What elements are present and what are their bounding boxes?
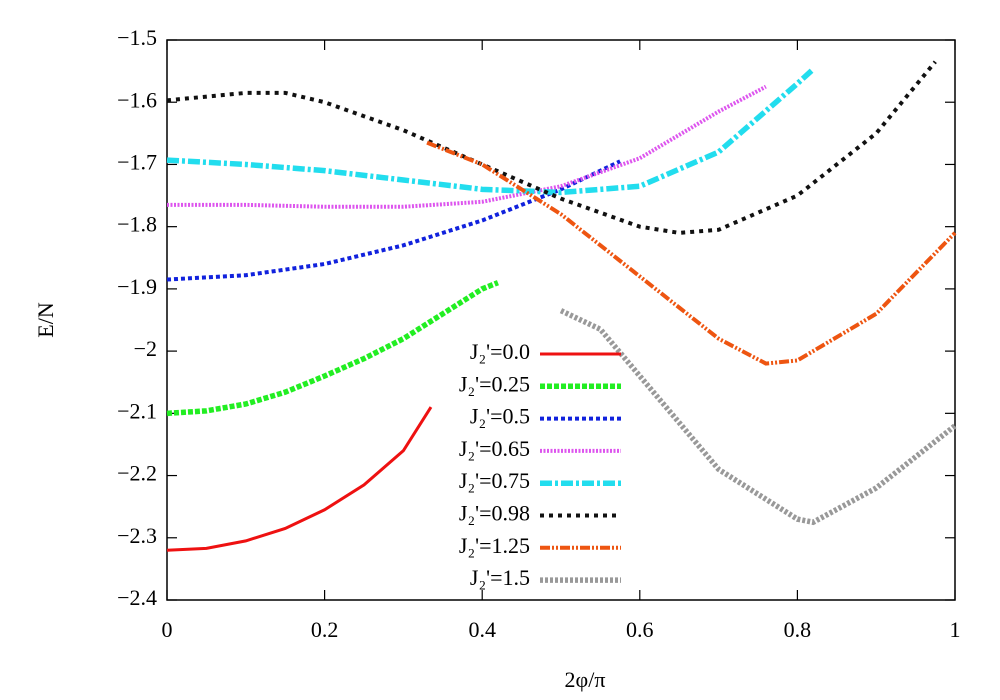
legend-label: J₂'=0.98 [459, 501, 530, 526]
y-tick-label: −2.4 [117, 585, 157, 610]
legend-label: J₂'=0.75 [459, 468, 530, 493]
x-axis-label: 2φ/π [565, 667, 606, 692]
plot-frame [166, 39, 956, 601]
series-line [166, 159, 621, 282]
series-line [166, 280, 499, 417]
y-tick-label: −2 [134, 336, 157, 361]
series-line [166, 60, 937, 235]
x-tick-label: 0.4 [468, 617, 496, 642]
y-tick-label: −1.8 [117, 212, 157, 237]
x-tick-label: 0.6 [626, 617, 654, 642]
series-line [559, 308, 957, 526]
series-line [166, 406, 433, 552]
x-tick-label: 0.2 [311, 617, 339, 642]
legend-label: J₂'=0.5 [470, 404, 530, 429]
y-tick-label: −2.1 [117, 398, 157, 423]
series-line [167, 84, 767, 209]
y-tick-label: −1.6 [117, 87, 157, 112]
x-tick-label: 0 [162, 617, 173, 642]
legend-label: J₂'=1.5 [470, 565, 530, 590]
x-tick-label: 0.8 [784, 617, 812, 642]
x-tick-label: 1 [950, 617, 961, 642]
y-axis-label: E/N [33, 302, 58, 338]
series-line [166, 67, 816, 196]
series-line [426, 140, 957, 366]
legend-label: J₂'=1.25 [459, 533, 530, 558]
y-tick-label: −2.2 [117, 461, 157, 486]
y-tick-label: −1.7 [117, 149, 157, 174]
legend-label: J₂'=0.65 [459, 436, 530, 461]
y-tick-label: −2.3 [117, 523, 157, 548]
legend-label: J₂'=0.25 [459, 371, 530, 396]
y-tick-label: −1.9 [117, 274, 157, 299]
y-tick-label: −1.5 [117, 25, 157, 50]
legend-label: J₂'=0.0 [470, 339, 530, 364]
